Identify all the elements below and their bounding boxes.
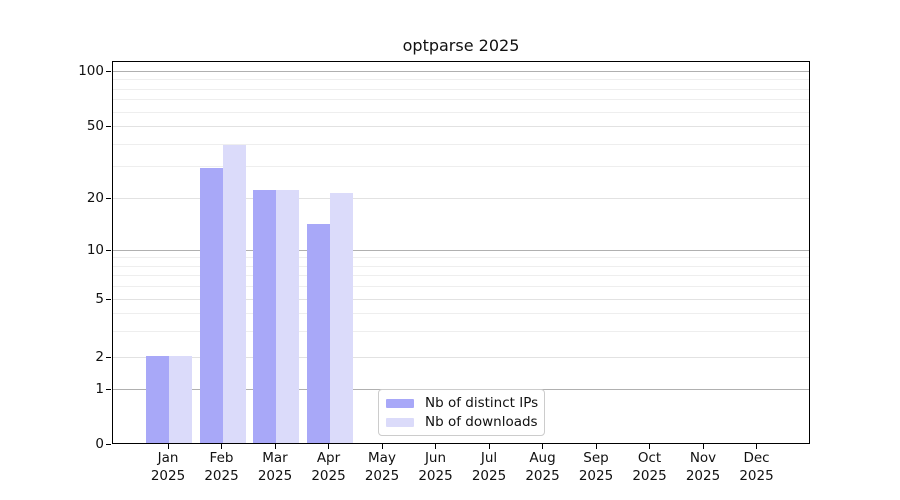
x-tick-label: Oct 2025 <box>632 450 667 484</box>
x-tick-mark <box>595 444 597 449</box>
y-tick-mark <box>106 356 111 358</box>
x-tick-mark <box>756 444 758 449</box>
minor-gridline <box>113 275 809 277</box>
minor-gridline <box>113 99 809 101</box>
x-tick-mark <box>488 444 490 449</box>
minor-gridline <box>113 313 809 315</box>
x-tick-label: Sep 2025 <box>578 450 614 484</box>
x-tick-mark <box>542 444 544 449</box>
bar-distinct-ips <box>253 189 276 443</box>
x-tick-label: Nov 2025 <box>685 450 721 484</box>
minor-gridline <box>113 257 809 259</box>
y-tick-label: 100 <box>78 63 104 79</box>
bar-downloads <box>329 193 353 443</box>
plot-area <box>112 61 810 444</box>
x-tick-mark <box>702 444 704 449</box>
y-tick-mark <box>106 443 111 445</box>
x-tick-label: Mar 2025 <box>257 450 293 484</box>
x-tick-label: Feb 2025 <box>204 450 239 484</box>
x-tick-mark <box>649 444 651 449</box>
major-gridline <box>113 299 809 300</box>
y-tick-mark <box>106 249 111 251</box>
x-tick-mark <box>328 444 330 449</box>
x-tick-mark <box>274 444 276 449</box>
y-tick-mark <box>106 298 111 300</box>
x-tick-label: Jan 2025 <box>150 450 186 484</box>
minor-gridline <box>113 111 809 113</box>
major-gridline <box>113 198 809 199</box>
y-tick-label: 50 <box>86 118 104 134</box>
minor-gridline <box>113 143 809 145</box>
minor-gridline <box>113 286 809 288</box>
legend: Nb of distinct IPs Nb of downloads <box>378 389 545 436</box>
x-tick-label: Aug 2025 <box>525 450 560 484</box>
x-tick-mark <box>221 444 223 449</box>
x-tick-mark <box>167 444 169 449</box>
y-tick-mark <box>106 125 111 127</box>
chart-title: optparse 2025 <box>402 36 520 55</box>
x-tick-label: Jul 2025 <box>471 450 507 484</box>
y-tick-mark <box>106 70 111 72</box>
y-tick-mark <box>106 388 111 390</box>
bar-distinct-ips <box>146 356 169 443</box>
minor-gridline <box>113 166 809 168</box>
legend-item: Nb of downloads <box>386 414 538 430</box>
x-tick-label: Dec 2025 <box>739 450 774 484</box>
y-tick-label: 2 <box>95 349 104 365</box>
y-tick-label: 20 <box>86 190 104 206</box>
x-tick-mark <box>381 444 383 449</box>
x-tick-mark <box>435 444 437 449</box>
bar-distinct-ips <box>306 223 330 443</box>
major-gridline <box>113 357 809 358</box>
y-tick-mark <box>106 197 111 199</box>
minor-gridline <box>113 265 809 267</box>
x-tick-label: Apr 2025 <box>311 450 346 484</box>
bar-downloads <box>169 356 192 443</box>
x-tick-label: May 2025 <box>364 450 400 484</box>
y-tick-label: 1 <box>95 381 104 397</box>
bar-distinct-ips <box>199 167 223 443</box>
major-gridline <box>113 126 809 127</box>
bar-downloads <box>276 189 299 443</box>
x-tick-label: Jun 2025 <box>418 450 453 484</box>
legend-swatch-distinct-ips <box>386 398 414 408</box>
legend-swatch-downloads <box>386 417 414 427</box>
minor-gridline <box>113 79 809 81</box>
minor-gridline <box>113 331 809 333</box>
legend-item: Nb of distinct IPs <box>386 395 539 411</box>
bar-downloads <box>222 144 246 443</box>
legend-item-label: Nb of downloads <box>425 414 538 430</box>
minor-gridline <box>113 88 809 90</box>
y-tick-label: 0 <box>95 436 104 452</box>
y-tick-label: 5 <box>95 291 104 307</box>
y-tick-label: 10 <box>86 242 104 258</box>
major-gridline <box>113 71 809 72</box>
legend-item-label: Nb of distinct IPs <box>425 395 539 411</box>
major-gridline <box>113 250 809 251</box>
